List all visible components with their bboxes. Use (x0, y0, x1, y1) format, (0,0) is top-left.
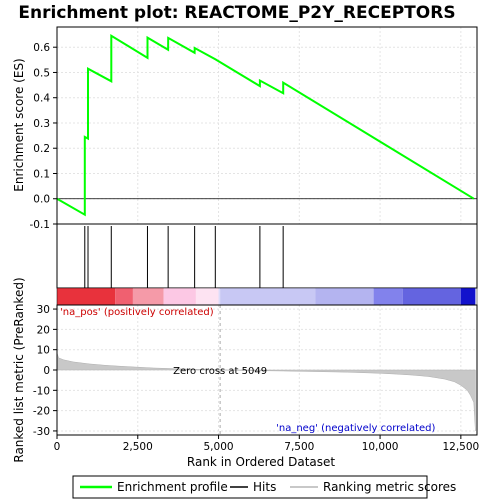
es-y-tick-label: 0.2 (33, 143, 50, 155)
ranking-bar-segment (163, 288, 196, 305)
ranking-bar-segment (460, 288, 476, 305)
es-panel: -0.1 0.0 0.1 0.2 0.3 0.4 0.5 0.6 Enrichment sco… (12, 26, 478, 231)
chart-title: Enrichment plot: REACTOME_P2Y_RECEPTORS (18, 3, 455, 23)
ranking-bar-segment (132, 288, 164, 305)
negative-correlation-label: 'na_neg' (negatively correlated) (276, 423, 435, 434)
ranking-bar-segment (220, 288, 316, 305)
hit-lines (84, 226, 284, 288)
hits-panel-frame (56, 223, 478, 289)
legend-label-metric: Ranking metric scores (323, 480, 456, 494)
metric-x-axis-label: Rank in Ordered Dataset (187, 455, 335, 469)
es-y-tick-label: 0.0 (33, 194, 50, 206)
metric-x-tick-label: 12,500 (442, 441, 479, 453)
ranking-bar-segment (218, 288, 221, 305)
legend: Enrichment profile Hits Ranking metric s… (72, 475, 456, 499)
metric-y-axis-label: Ranked list metric (PreRanked) (12, 277, 26, 462)
metric-x-tick-label: 5,000 (204, 441, 234, 453)
ranking-bar-segment (402, 288, 461, 305)
metric-y-tick-label: -10 (33, 385, 50, 397)
ranking-bar-segment (57, 288, 116, 305)
metric-x-tick-label: 10,000 (362, 441, 399, 453)
ranking-color-bar (56, 287, 478, 306)
metric-y-ticks: -30 -20 -10 0 10 20 30 (33, 304, 57, 438)
ranking-metric-area (56, 352, 476, 431)
metric-panel: Zero cross at 5049 'na_pos' (positively … (12, 277, 479, 469)
metric-y-tick-label: -20 (33, 406, 50, 418)
metric-x-ticks: 0 2,500 5,000 7,500 10,000 12,500 (54, 435, 479, 453)
metric-x-tick-label: 2,500 (123, 441, 153, 453)
metric-y-tick-label: 30 (37, 304, 50, 316)
metric-panel-border (56, 304, 478, 436)
ranking-bar-segment (315, 288, 374, 305)
enrichment-profile-line (56, 34, 475, 217)
ranking-bar-segment (115, 288, 133, 305)
es-y-tick-label: 0.4 (33, 93, 50, 105)
hits-panel (56, 223, 478, 289)
legend-label-enrichment: Enrichment profile (117, 480, 228, 494)
metric-x-tick-label: 0 (54, 441, 61, 453)
legend-box (72, 475, 428, 499)
es-y-tick-label: 0.1 (33, 168, 50, 180)
es-y-tick-label: -0.1 (30, 219, 51, 231)
metric-y-tick-label: 20 (37, 324, 50, 336)
metric-y-tick-label: -30 (33, 426, 50, 438)
ranking-bar-segment (195, 288, 219, 305)
ranking-bar-segment (373, 288, 403, 305)
es-y-ticks: -0.1 0.0 0.1 0.2 0.3 0.4 0.5 0.6 (30, 42, 57, 231)
es-y-tick-label: 0.5 (33, 67, 50, 79)
legend-label-hits: Hits (253, 480, 276, 494)
es-y-tick-label: 0.6 (33, 42, 50, 54)
metric-x-tick-label: 7,500 (284, 441, 314, 453)
es-panel-frame (57, 27, 477, 224)
zero-cross-label: Zero cross at 5049 (173, 366, 267, 377)
metric-y-tick-label: 0 (43, 365, 50, 377)
positive-correlation-label: 'na_pos' (positively correlated) (60, 307, 214, 318)
es-y-axis-label: Enrichment score (ES) (12, 58, 26, 191)
es-y-tick-label: 0.3 (33, 118, 50, 130)
metric-y-tick-label: 10 (37, 345, 50, 357)
